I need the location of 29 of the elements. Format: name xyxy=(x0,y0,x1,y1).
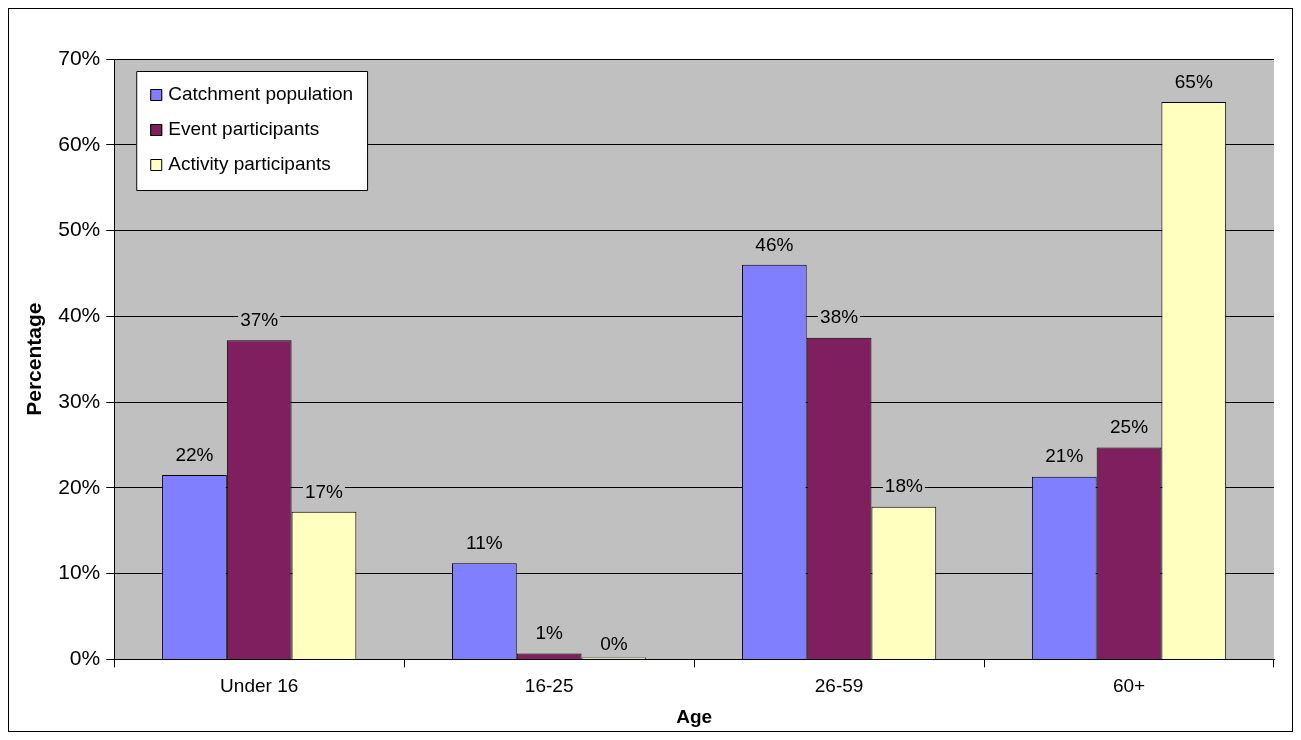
data-label: 65% xyxy=(1174,70,1213,92)
y-tick-label: 0% xyxy=(69,646,101,670)
x-axis-title: Age xyxy=(676,705,713,727)
x-tick-label: 16-25 xyxy=(524,675,574,697)
y-tick-label: 50% xyxy=(58,217,101,241)
y-tick-label: 70% xyxy=(58,45,101,69)
y-tick-label: 60% xyxy=(58,131,101,155)
y-tick-label: 20% xyxy=(58,474,101,498)
legend-label: Event participants xyxy=(168,118,320,140)
data-label: 37% xyxy=(240,309,279,331)
y-tick-label: 10% xyxy=(58,560,101,584)
data-label: 25% xyxy=(1110,416,1149,438)
data-label: 11% xyxy=(466,532,503,554)
data-label: 17% xyxy=(304,480,344,502)
data-label: 1% xyxy=(535,622,563,644)
x-tick-label: 60+ xyxy=(1112,675,1146,697)
legend-label: Catchment population xyxy=(168,83,354,105)
data-label: 38% xyxy=(820,306,859,328)
data-label: 0% xyxy=(600,633,628,655)
x-tick-label: 26-59 xyxy=(814,675,864,697)
data-label: 21% xyxy=(1045,445,1084,467)
data-label: 46% xyxy=(755,233,794,255)
y-tick-label: 40% xyxy=(58,303,101,327)
y-axis-title: Percentage xyxy=(22,302,46,416)
legend-label: Activity participants xyxy=(168,153,331,175)
y-tick-label: 30% xyxy=(58,388,101,412)
data-label: 22% xyxy=(175,443,214,465)
data-label: 18% xyxy=(884,475,923,497)
x-tick-label: Under 16 xyxy=(220,675,299,697)
